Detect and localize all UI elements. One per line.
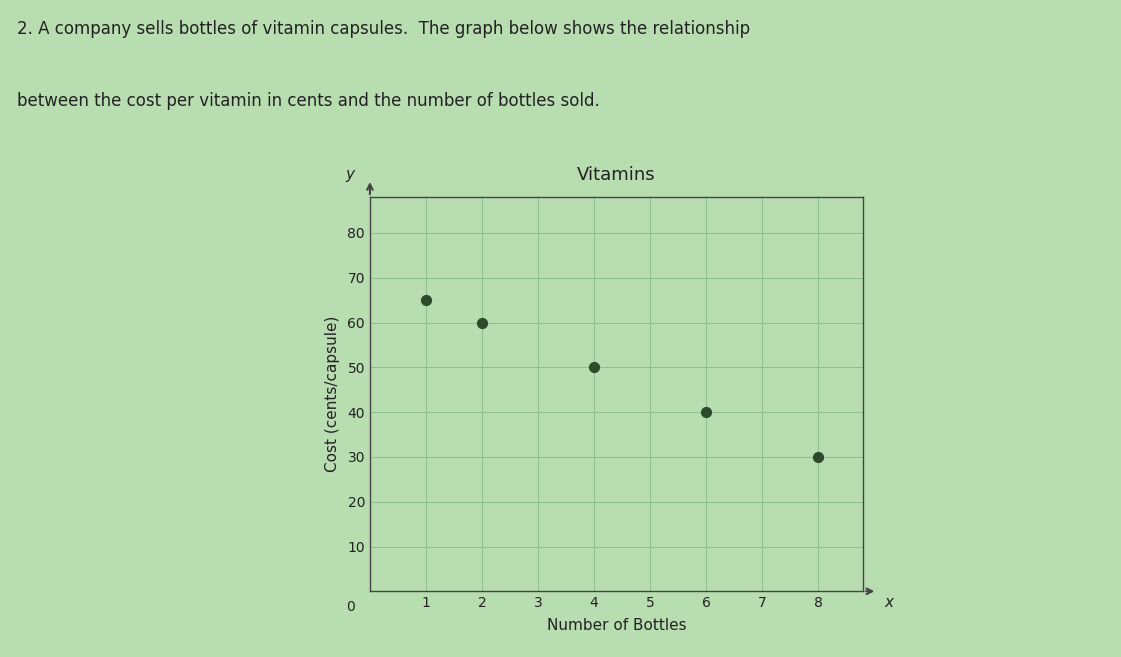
Point xyxy=(585,362,603,373)
Point xyxy=(809,451,827,462)
Text: x: x xyxy=(883,595,893,610)
Y-axis label: Cost (cents/capsule): Cost (cents/capsule) xyxy=(325,316,341,472)
X-axis label: Number of Bottles: Number of Bottles xyxy=(547,618,686,633)
Text: 2. A company sells bottles of vitamin capsules.  The graph below shows the relat: 2. A company sells bottles of vitamin ca… xyxy=(17,20,750,37)
Point xyxy=(473,317,491,328)
Text: y: y xyxy=(345,167,355,182)
Title: Vitamins: Vitamins xyxy=(577,166,656,185)
Point xyxy=(417,295,435,306)
Text: between the cost per vitamin in cents and the number of bottles sold.: between the cost per vitamin in cents an… xyxy=(17,92,600,110)
Point xyxy=(697,407,715,417)
Text: 0: 0 xyxy=(346,600,354,614)
